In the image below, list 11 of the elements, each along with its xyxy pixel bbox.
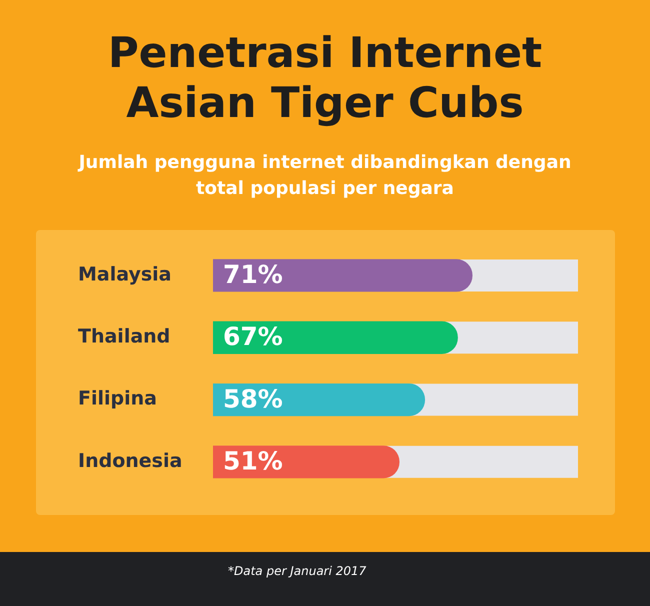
data-label: 51% xyxy=(223,446,283,476)
data-label: 71% xyxy=(223,260,283,289)
y-tick-label: Malaysia xyxy=(78,263,172,286)
chart-title: Penetrasi Internet Asian Tiger Cubs xyxy=(106,28,544,128)
text: *Data per Januari 2017 xyxy=(228,564,366,578)
data-label: 67% xyxy=(223,322,283,352)
data-label: 58% xyxy=(223,384,283,414)
y-tick-label: Filipina xyxy=(78,388,157,410)
chart-subtitle: Jumlah pengguna internet dibandingkan dengan total populasi per negara xyxy=(76,151,572,201)
y-tick-label: Indonesia xyxy=(78,450,182,472)
y-tick-label: Thailand xyxy=(78,326,170,348)
